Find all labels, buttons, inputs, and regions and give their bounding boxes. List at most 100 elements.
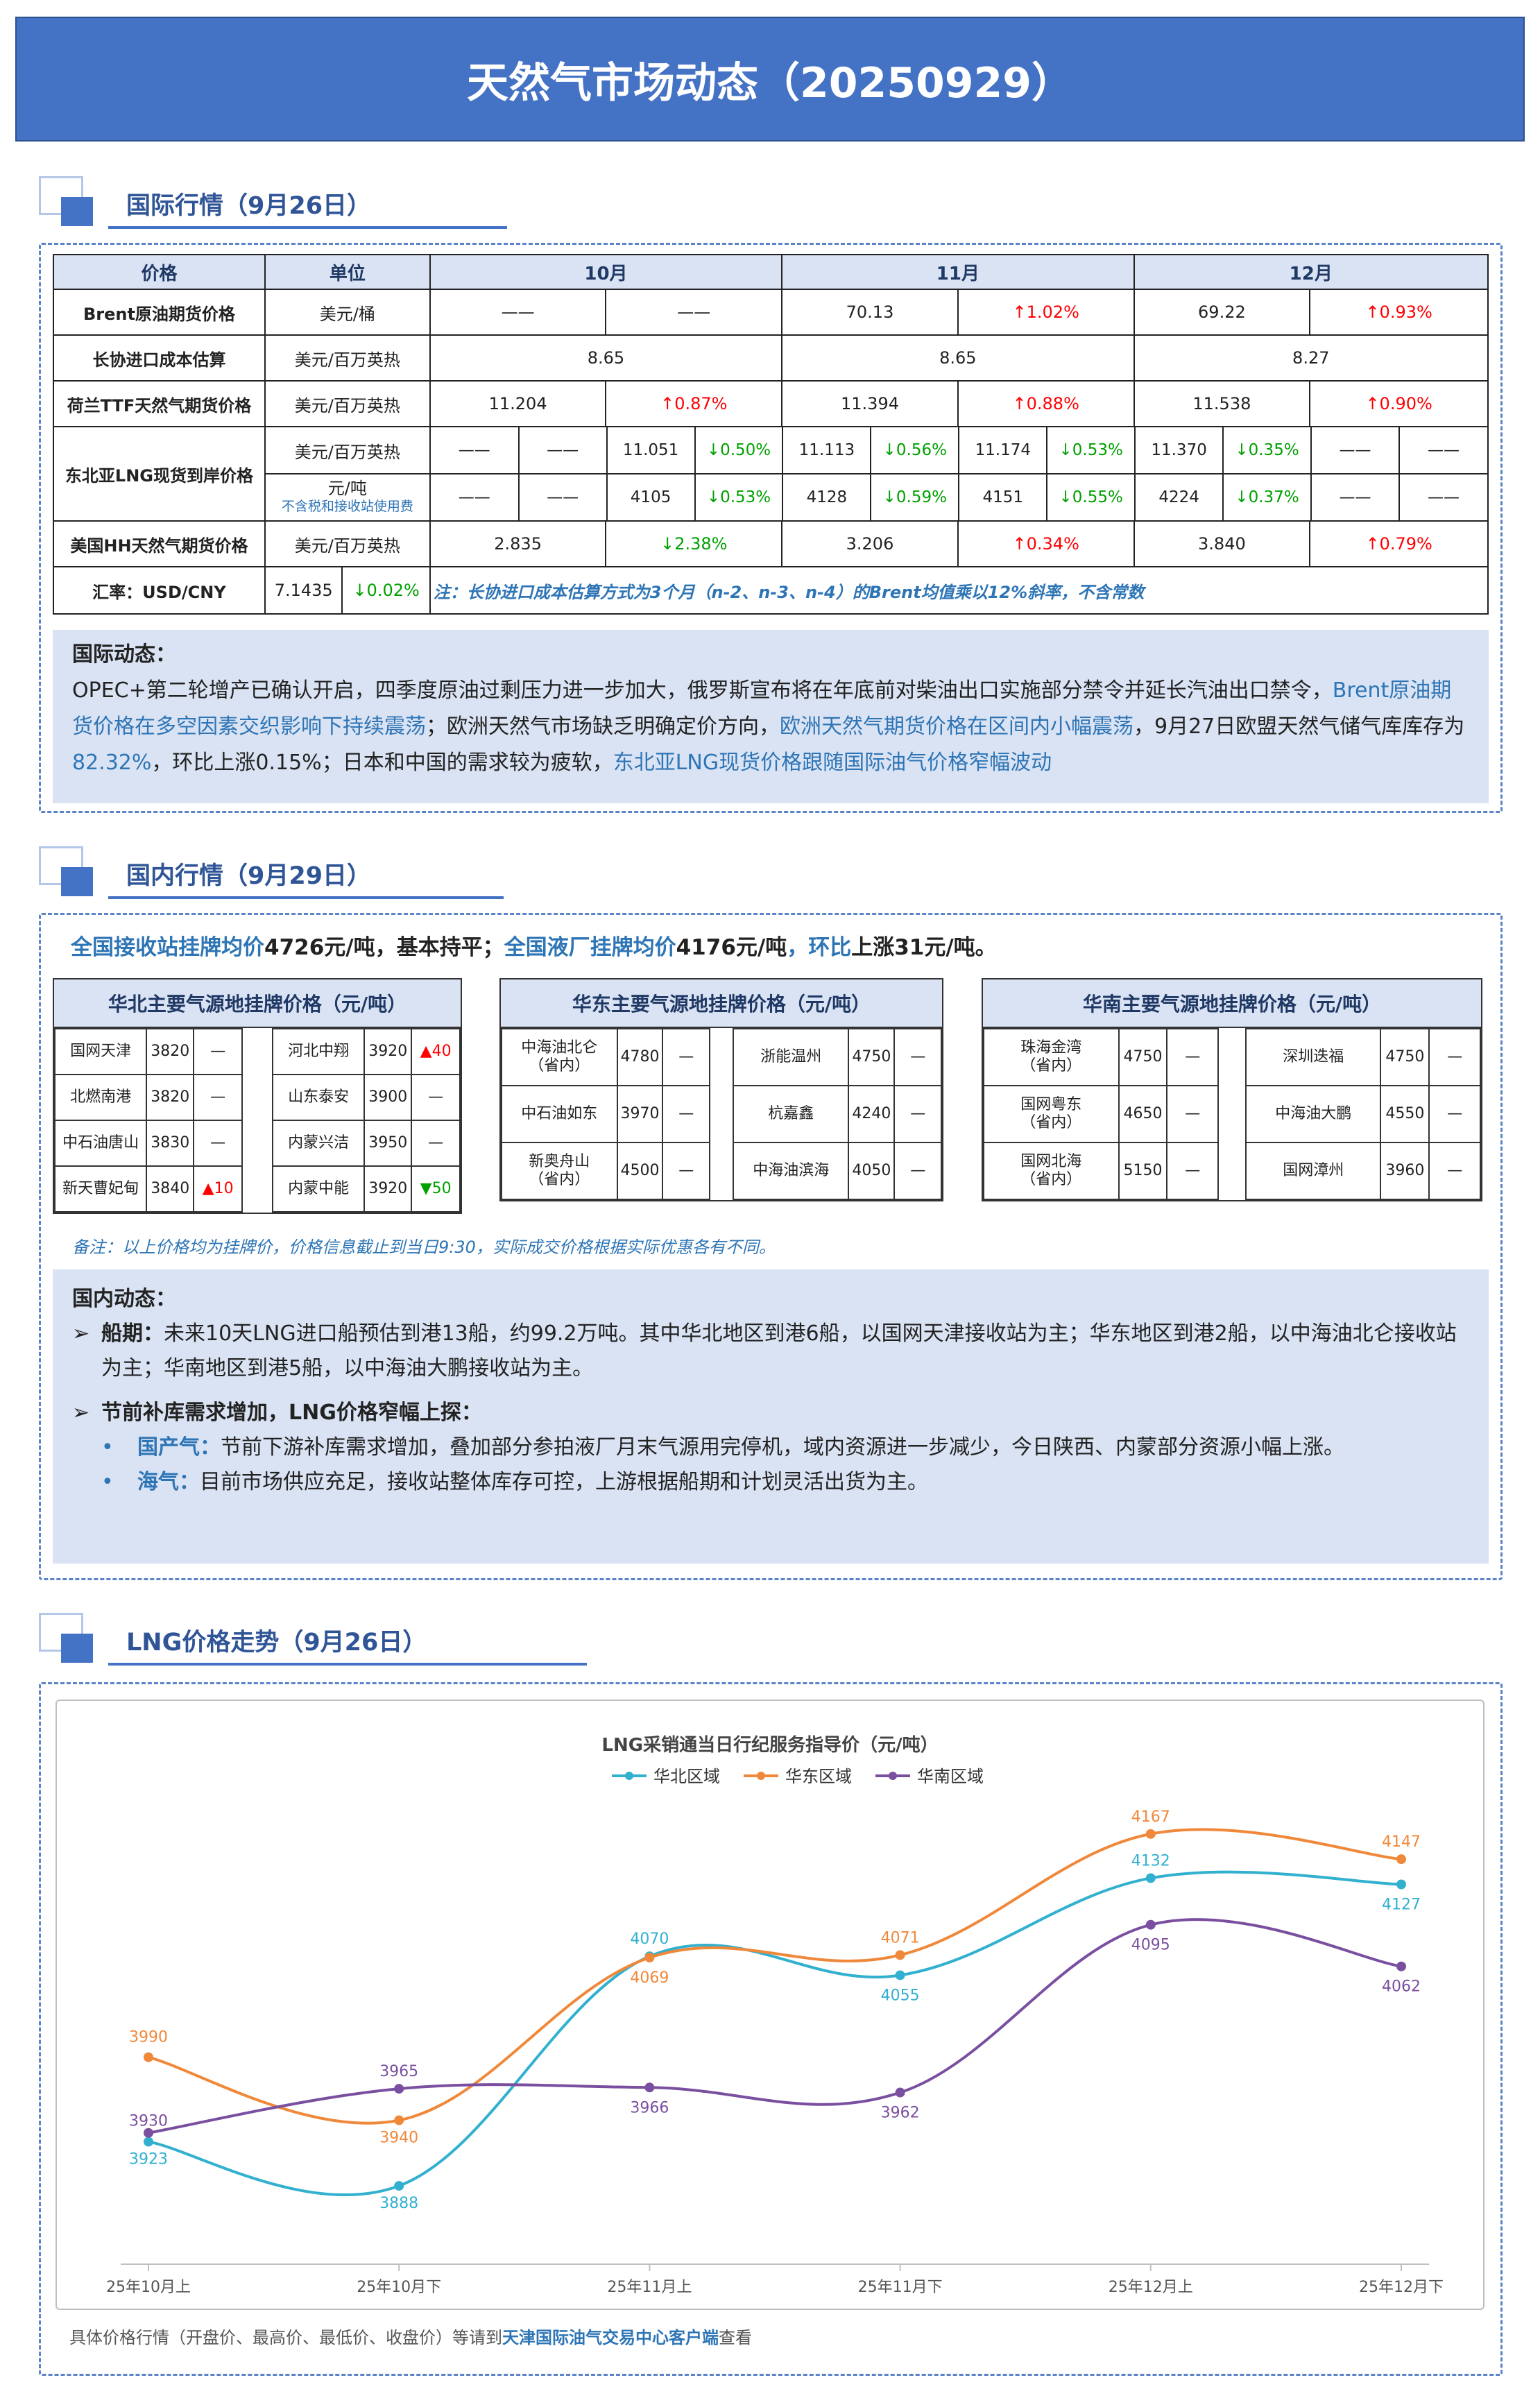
price: 3830 bbox=[146, 1120, 195, 1167]
unit: 美元/百万英热 bbox=[264, 520, 431, 567]
change: — bbox=[411, 1120, 461, 1167]
nea-row-1: —— —— 11.051 ↓0.50% 11.113 ↓0.56% 11.174 ↓0.53%… bbox=[430, 427, 1487, 473]
change: — bbox=[662, 1028, 710, 1086]
price: 4750 bbox=[1380, 1028, 1430, 1086]
source-name: 内蒙兴洁 bbox=[271, 1120, 366, 1167]
change: —— bbox=[1427, 441, 1460, 459]
change: ▼50 bbox=[411, 1165, 461, 1213]
data-point bbox=[394, 2181, 404, 2191]
data-label: 4069 bbox=[630, 1969, 669, 1987]
source-name: 北燃南港 bbox=[53, 1074, 148, 1121]
data-label: 3888 bbox=[379, 2195, 418, 2212]
legend-label: 华南区域 bbox=[917, 1767, 984, 1786]
x-tick-label: 25年10月上 bbox=[106, 2279, 191, 2296]
change: ↑0.34% bbox=[957, 520, 1135, 567]
value: 4224 bbox=[1135, 474, 1224, 520]
domestic-summary: 全国接收站挂牌均价4726元/吨，基本持平；全国液厂挂牌均价4176元/吨，环比… bbox=[71, 935, 997, 960]
section-title: LNG价格走势（9月26日） bbox=[126, 1629, 427, 1657]
value: 11.538 bbox=[1133, 380, 1311, 427]
change: ↓0.55% bbox=[1047, 474, 1136, 520]
intl-panel bbox=[39, 243, 1503, 813]
data-point bbox=[1145, 1829, 1156, 1839]
value: 4105 bbox=[606, 474, 696, 520]
value: 11.370 bbox=[1135, 427, 1224, 473]
section-header-domestic: 国内行情（9月29日） bbox=[39, 846, 504, 909]
data-point bbox=[895, 2087, 905, 2098]
change: ↑0.88% bbox=[957, 380, 1135, 427]
source-name: 国网天津 bbox=[53, 1028, 148, 1075]
x-tick-label: 25年12月上 bbox=[1109, 2279, 1193, 2296]
table-title: 华北主要气源地挂牌价格（元/吨） bbox=[54, 979, 461, 1028]
data-label: 3930 bbox=[129, 2113, 168, 2130]
section-header-intl: 国际行情（9月26日） bbox=[39, 176, 507, 239]
row-label: 荷兰TTF天然气期货价格 bbox=[53, 380, 266, 427]
change: — bbox=[1428, 1142, 1481, 1200]
price: 4750 bbox=[1118, 1028, 1168, 1086]
row-label: 长协进口成本估算 bbox=[53, 334, 266, 382]
price: 3820 bbox=[146, 1028, 195, 1075]
legend-label: 华北区域 bbox=[653, 1767, 720, 1786]
value: 8.27 bbox=[1133, 334, 1489, 382]
series-line bbox=[148, 1828, 1402, 2125]
value: 8.65 bbox=[429, 334, 783, 382]
row-label: 汇率：USD/CNY bbox=[53, 566, 266, 615]
price: 4500 bbox=[616, 1142, 664, 1200]
source-name: 浙能温州 bbox=[732, 1028, 850, 1086]
value: —— bbox=[1310, 427, 1400, 473]
value: 3.840 bbox=[1133, 520, 1311, 567]
unit: 美元/百万英热 bbox=[264, 380, 431, 427]
legend-marker bbox=[757, 1772, 765, 1780]
change: —— bbox=[518, 474, 608, 520]
change: — bbox=[411, 1074, 461, 1121]
value: 70.13 bbox=[781, 289, 959, 336]
value: 11.394 bbox=[781, 380, 959, 427]
change: ↓0.56% bbox=[871, 427, 960, 473]
client-link[interactable]: 天津国际油气交易中心客户端 bbox=[502, 2328, 719, 2347]
east-price-table: 华东主要气源地挂牌价格（元/吨） 中海油北仑 （省内） 4780— 中石油如东 397… bbox=[499, 978, 943, 1201]
change: — bbox=[193, 1074, 243, 1121]
table-title: 华南主要气源地挂牌价格（元/吨） bbox=[983, 979, 1481, 1028]
data-label: 4132 bbox=[1131, 1852, 1170, 1869]
data-point bbox=[394, 2115, 404, 2125]
value: 11.113 bbox=[782, 427, 872, 473]
unit: 元/吨 bbox=[327, 479, 367, 498]
change: ↓0.50% bbox=[694, 427, 784, 473]
source-name: 中海油北仑 （省内） bbox=[501, 1028, 618, 1086]
change: —— bbox=[518, 427, 608, 473]
bullet-price: ➢ 节前补库需求增加，LNG价格窄幅上探： bbox=[72, 1401, 482, 1425]
remark: 备注：以上价格均为挂牌价，价格信息截止到当日9:30，实际成交价格根据实际优惠各… bbox=[72, 1238, 776, 1257]
change: — bbox=[662, 1085, 710, 1143]
data-point bbox=[895, 1950, 905, 1960]
lng-price-chart: LNG采销通当日行纪服务指导价（元/吨） 华北区域 华东区域 华南区域 25年10月上 2… bbox=[55, 1700, 1485, 2310]
data-label: 4167 bbox=[1131, 1808, 1170, 1826]
data-label: 4071 bbox=[881, 1929, 920, 1946]
data-label: 4070 bbox=[630, 1931, 669, 1948]
row-label: Brent原油期货价格 bbox=[53, 289, 266, 336]
change: ↑0.79% bbox=[1309, 520, 1489, 567]
price: 3950 bbox=[363, 1120, 413, 1167]
change: — bbox=[193, 1028, 243, 1075]
source-name: 杭嘉鑫 bbox=[732, 1085, 850, 1143]
source-name: 深圳迭福 bbox=[1244, 1028, 1382, 1086]
value: 8.65 bbox=[781, 334, 1135, 382]
value: —— bbox=[430, 474, 520, 520]
data-label: 3923 bbox=[129, 2150, 168, 2168]
fx-value: 7.1435 bbox=[265, 567, 343, 613]
source-name: 新天曹妃甸 bbox=[53, 1165, 148, 1213]
intl-price-table: 价格 单位 10月 11月 12月 Brent原油期货价格 美元/桶 —— ——… bbox=[53, 254, 1489, 615]
lng-panel bbox=[39, 1682, 1503, 2376]
domestic-news-box: 国内动态： ➢ 船期：未来10天LNG进口船预估到港13船，约99.2万吨。其中华… bbox=[53, 1269, 1489, 1564]
header-nov: 11月 bbox=[781, 254, 1135, 290]
change: ↑0.90% bbox=[1309, 380, 1489, 427]
x-tick-label: 25年11月下 bbox=[858, 2279, 943, 2296]
data-point bbox=[1145, 1919, 1156, 1930]
data-label: 4062 bbox=[1382, 1978, 1421, 1996]
price: 4240 bbox=[848, 1085, 896, 1143]
section-title: 国际行情（9月26日） bbox=[126, 192, 372, 220]
data-label: 3990 bbox=[129, 2029, 168, 2046]
change: — bbox=[893, 1085, 942, 1143]
data-point bbox=[644, 2082, 655, 2093]
price: 4780 bbox=[616, 1028, 664, 1086]
value: 11.174 bbox=[959, 427, 1048, 473]
unit-note: 不含税和接收站使用费 bbox=[281, 499, 413, 514]
